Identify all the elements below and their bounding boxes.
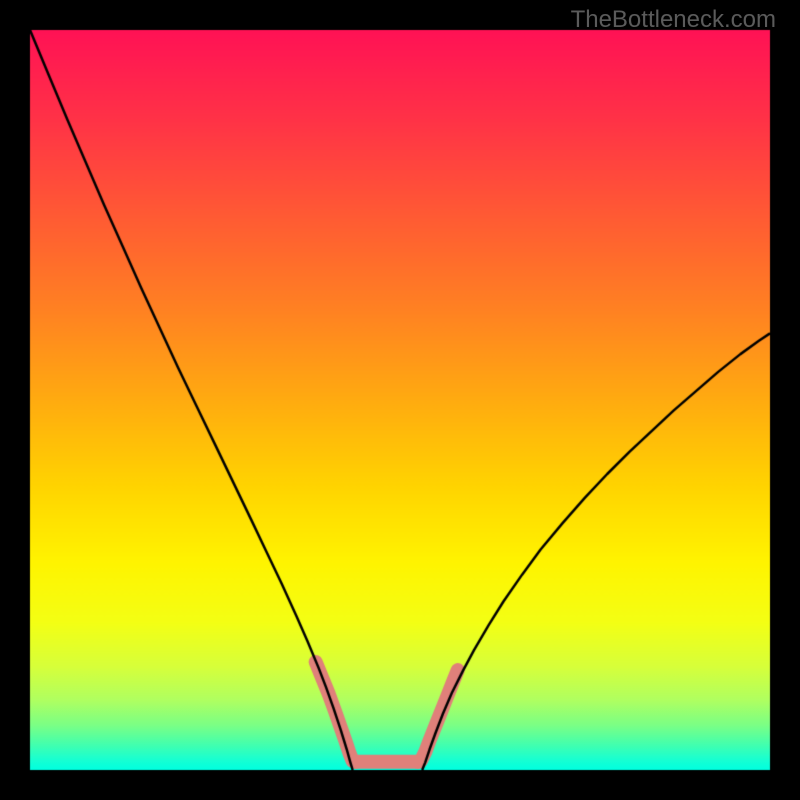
watermark-label: TheBottleneck.com [571,6,776,34]
bottleneck-chart-canvas [0,0,800,800]
chart-stage: TheBottleneck.com [0,0,800,800]
